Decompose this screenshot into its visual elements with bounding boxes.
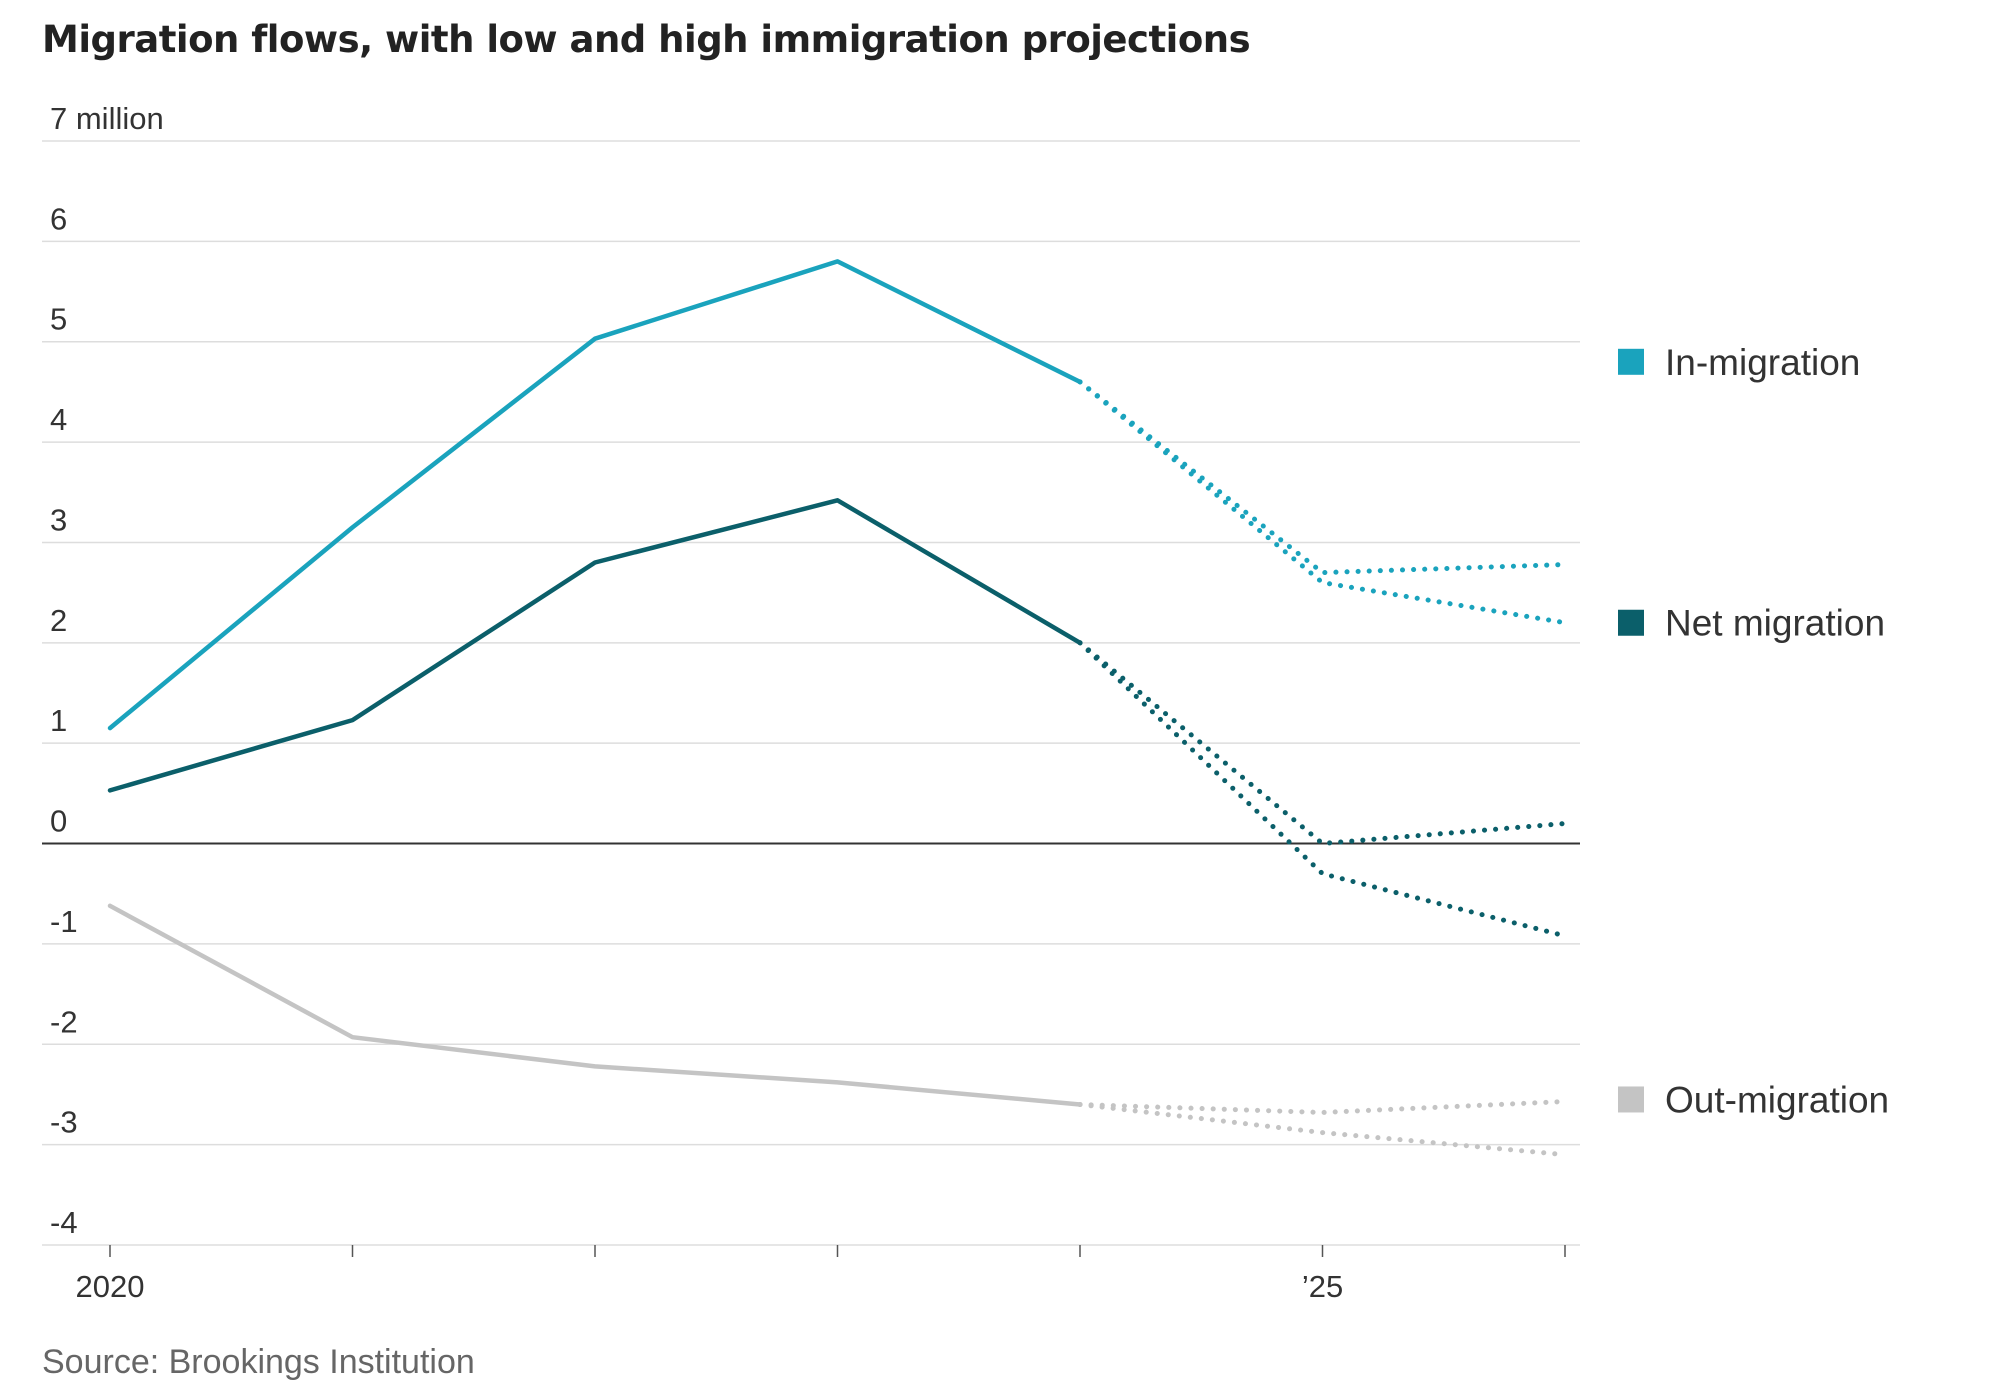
series-layer [107, 259, 1568, 1158]
source-note: Source: Brookings Institution [42, 1343, 475, 1381]
y-tick-label: 4 [50, 402, 67, 437]
x-tick-label: ’25 [1302, 1269, 1343, 1304]
legend-swatch-net-migration [1618, 609, 1644, 636]
y-tick-label: -1 [50, 904, 78, 939]
legend-label-out-migration: Out-migration [1665, 1079, 1889, 1120]
legend: In-migration Net migration Out-migration [1618, 342, 1889, 1120]
y-tick-label: 0 [50, 804, 67, 839]
x-tick-label: 2020 [76, 1269, 145, 1304]
in-migration-projection-line [1077, 379, 1568, 626]
y-tick-label: 7 million [50, 101, 164, 136]
legend-swatch-out-migration [1618, 1086, 1644, 1113]
legend-label-in-migration: In-migration [1665, 342, 1860, 383]
net-migration-projection-line [1077, 640, 1568, 846]
out-migration-projection-line [1077, 1099, 1568, 1115]
out-migration-projection-line [1077, 1102, 1568, 1158]
out-migration-line [107, 903, 1083, 1107]
y-tick-label: -2 [50, 1004, 78, 1039]
chart-title: Migration flows, with low and high immig… [42, 18, 1251, 61]
net-migration-projection-line [1077, 640, 1568, 939]
net-migration-line [107, 498, 1083, 793]
axis-layer: 7 million 6 5 4 3 2 1 0 -1 -2 -3 -4 2020 ’25 [50, 101, 1566, 1304]
y-tick-label: -3 [50, 1105, 78, 1140]
legend-swatch-in-migration [1618, 348, 1644, 375]
grid-layer [42, 140, 1580, 1246]
y-tick-label: 3 [50, 502, 67, 537]
in-migration-projection-line [1077, 379, 1568, 576]
in-migration-line [107, 259, 1083, 731]
y-tick-label: -4 [50, 1205, 78, 1240]
y-tick-label: 6 [50, 201, 67, 236]
legend-label-net-migration: Net migration [1665, 603, 1885, 644]
y-tick-label: 2 [50, 603, 67, 638]
y-tick-label: 1 [50, 703, 67, 738]
y-tick-label: 5 [50, 302, 67, 337]
